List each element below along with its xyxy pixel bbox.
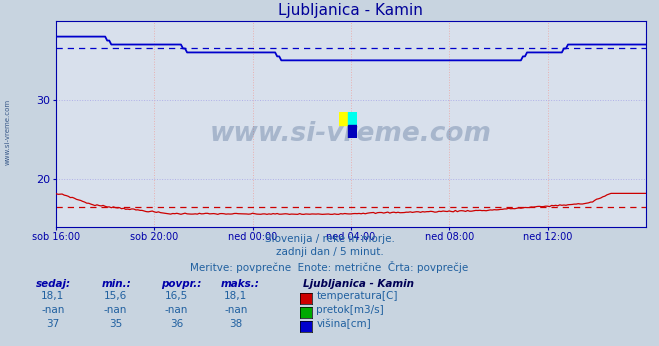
Text: 15,6: 15,6 xyxy=(103,291,127,301)
Text: 18,1: 18,1 xyxy=(224,291,248,301)
Text: min.:: min.: xyxy=(102,279,132,289)
Text: Ljubljanica - Kamin: Ljubljanica - Kamin xyxy=(303,279,414,289)
Text: 16,5: 16,5 xyxy=(165,291,188,301)
Text: -nan: -nan xyxy=(224,305,248,315)
Bar xyxy=(348,112,357,126)
Text: zadnji dan / 5 minut.: zadnji dan / 5 minut. xyxy=(275,247,384,257)
Text: -nan: -nan xyxy=(165,305,188,315)
Text: sedaj:: sedaj: xyxy=(36,279,71,289)
Text: 35: 35 xyxy=(109,319,122,329)
Text: www.si-vreme.com: www.si-vreme.com xyxy=(4,98,11,165)
Text: -nan: -nan xyxy=(103,305,127,315)
Text: povpr.:: povpr.: xyxy=(161,279,202,289)
Text: 36: 36 xyxy=(170,319,183,329)
Text: Meritve: povprečne  Enote: metrične  Črta: povprečje: Meritve: povprečne Enote: metrične Črta:… xyxy=(190,261,469,273)
Text: maks.:: maks.: xyxy=(221,279,260,289)
Bar xyxy=(339,112,348,126)
Text: temperatura[C]: temperatura[C] xyxy=(316,291,398,301)
Text: Slovenija / reke in morje.: Slovenija / reke in morje. xyxy=(264,234,395,244)
Text: višina[cm]: višina[cm] xyxy=(316,319,371,329)
Text: www.si-vreme.com: www.si-vreme.com xyxy=(210,121,492,147)
Text: 18,1: 18,1 xyxy=(41,291,65,301)
Bar xyxy=(348,126,357,138)
Text: -nan: -nan xyxy=(41,305,65,315)
Text: 37: 37 xyxy=(46,319,59,329)
Title: Ljubljanica - Kamin: Ljubljanica - Kamin xyxy=(279,3,423,18)
Text: 38: 38 xyxy=(229,319,243,329)
Text: pretok[m3/s]: pretok[m3/s] xyxy=(316,305,384,315)
